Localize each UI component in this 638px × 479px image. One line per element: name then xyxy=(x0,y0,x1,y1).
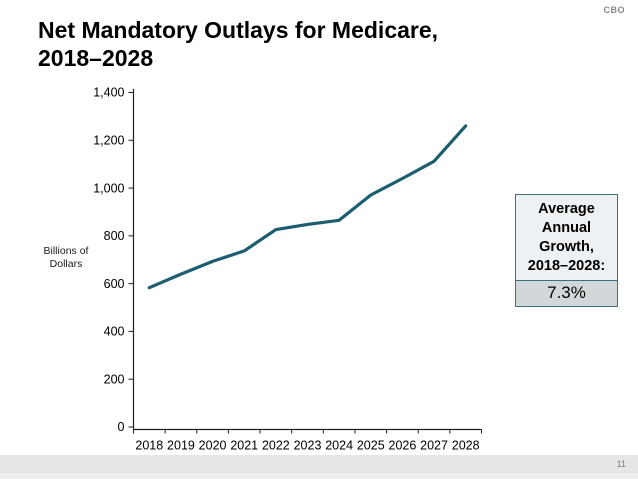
line-chart-svg: 0 200 400 600 800 1,000 1,200 1,400 2018 2019 2020… xyxy=(93,86,482,453)
y-tick-label: 1,000 xyxy=(93,181,124,195)
x-tick-label: 2027 xyxy=(420,439,448,453)
page-number: 11 xyxy=(616,459,626,469)
x-tick-label: 2028 xyxy=(452,439,480,453)
y-axis-title-line2: Dollars xyxy=(49,258,83,270)
y-tick-label: 1,400 xyxy=(93,86,124,100)
x-tick-label: 2022 xyxy=(262,439,290,453)
y-tick-label: 200 xyxy=(104,372,125,386)
x-tick-label: 2020 xyxy=(199,439,227,453)
y-axis-title: Billions of Dollars xyxy=(34,245,98,271)
x-tick-label: 2018 xyxy=(135,439,163,453)
slide-title: Net Mandatory Outlays for Medicare, 2018… xyxy=(38,16,578,72)
x-tick-label: 2019 xyxy=(167,439,195,453)
y-axis-title-line1: Billions of xyxy=(43,245,89,257)
y-tick-label: 600 xyxy=(104,277,125,291)
footer-bar: 11 xyxy=(0,455,638,479)
cbo-logo: CBO xyxy=(603,5,625,15)
y-tick-label: 800 xyxy=(104,229,125,243)
x-tick-label: 2024 xyxy=(325,439,353,453)
x-tick-label: 2021 xyxy=(230,439,258,453)
average-annual-growth-callout: Average Annual Growth, 2018–2028: 7.3% xyxy=(515,194,618,307)
y-tick-label: 1,200 xyxy=(93,133,124,147)
slide-title-line2: 2018–2028 xyxy=(38,45,154,71)
medicare-outlays-line xyxy=(147,124,468,290)
line-chart: 0 200 400 600 800 1,000 1,200 1,400 2018 2019 2020… xyxy=(93,86,482,453)
x-tick-label: 2026 xyxy=(389,439,417,453)
growth-callout-value: 7.3% xyxy=(516,280,617,306)
x-tick-label: 2025 xyxy=(357,439,385,453)
footer-lighter-strip xyxy=(0,473,638,479)
growth-callout-label: Average Annual Growth, 2018–2028: xyxy=(527,201,606,274)
y-tick-label: 0 xyxy=(118,420,125,434)
y-tick-label: 400 xyxy=(104,325,125,339)
slide-title-line1: Net Mandatory Outlays for Medicare, xyxy=(38,17,439,43)
x-tick-label: 2023 xyxy=(294,439,322,453)
